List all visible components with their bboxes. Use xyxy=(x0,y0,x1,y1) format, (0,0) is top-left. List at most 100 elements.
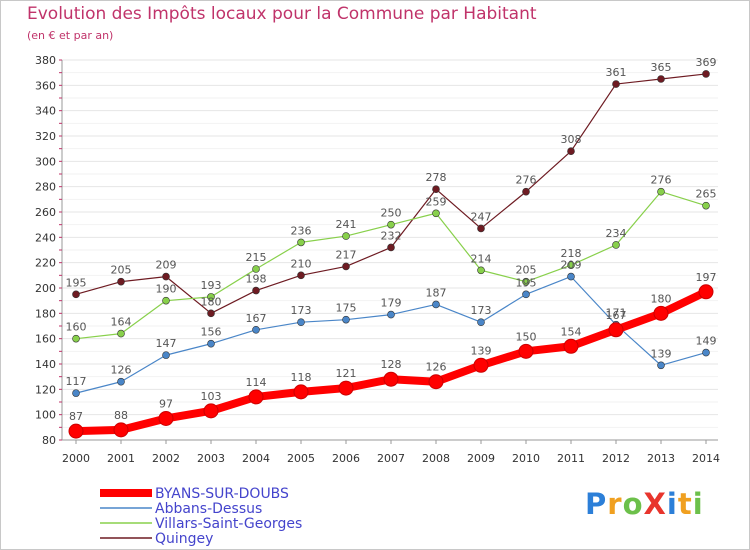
logo-letter: i xyxy=(692,487,704,521)
data-label: 234 xyxy=(606,227,627,240)
y-tick-label: 180 xyxy=(35,307,56,320)
chart-title: Evolution des Impôts locaux pour la Comm… xyxy=(27,4,537,24)
data-point xyxy=(297,271,305,280)
y-tick-label: 220 xyxy=(35,257,56,270)
y-tick-label: 320 xyxy=(35,130,56,143)
data-label: 121 xyxy=(336,367,357,380)
data-label: 241 xyxy=(336,218,357,231)
y-tick-label: 280 xyxy=(35,181,56,194)
data-point xyxy=(383,371,399,387)
data-label: 126 xyxy=(426,361,447,374)
y-tick-label: 120 xyxy=(35,383,56,396)
data-point xyxy=(207,339,215,348)
data-label: 87 xyxy=(69,410,83,423)
data-point xyxy=(522,187,530,196)
data-point xyxy=(72,334,80,343)
x-tick-label: 2000 xyxy=(62,452,90,465)
data-point xyxy=(653,305,669,321)
x-tick-label: 2006 xyxy=(332,452,360,465)
legend-label: Quingey xyxy=(155,531,213,547)
data-label: 117 xyxy=(66,375,87,388)
data-label: 103 xyxy=(201,390,222,403)
data-label: 173 xyxy=(291,304,312,317)
data-label: 247 xyxy=(471,210,492,223)
data-label: 250 xyxy=(381,207,402,220)
data-label: 209 xyxy=(156,259,177,272)
data-point xyxy=(252,286,260,295)
data-label: 218 xyxy=(561,247,582,260)
data-label: 236 xyxy=(291,224,312,237)
data-label: 88 xyxy=(114,409,128,422)
x-tick-label: 2014 xyxy=(692,452,720,465)
data-point xyxy=(162,296,170,305)
data-point xyxy=(162,272,170,281)
data-label: 175 xyxy=(336,302,357,315)
data-label: 156 xyxy=(201,326,222,339)
data-label: 180 xyxy=(201,295,222,308)
data-label: 154 xyxy=(561,325,582,338)
logo-letter: i xyxy=(666,487,678,521)
data-point xyxy=(473,357,489,373)
data-point xyxy=(702,201,710,210)
data-point xyxy=(702,70,710,78)
data-point xyxy=(477,266,485,275)
data-point xyxy=(608,322,624,338)
data-point xyxy=(338,380,354,396)
x-tick-label: 2001 xyxy=(107,452,135,465)
data-point xyxy=(158,410,174,426)
data-point xyxy=(428,374,444,390)
data-label: 150 xyxy=(516,330,537,343)
data-label: 139 xyxy=(471,344,492,357)
data-label: 278 xyxy=(426,171,447,184)
data-label: 179 xyxy=(381,297,402,310)
proxiti-logo: ProXiti xyxy=(585,487,704,521)
data-label: 114 xyxy=(246,376,267,389)
data-point xyxy=(567,272,575,281)
data-label: 171 xyxy=(606,307,627,320)
y-tick-label: 260 xyxy=(35,206,56,219)
data-label: 195 xyxy=(516,276,537,289)
data-point xyxy=(657,75,665,83)
data-point xyxy=(657,361,665,370)
y-tick-label: 360 xyxy=(35,79,56,92)
data-point xyxy=(248,389,264,405)
data-label: 217 xyxy=(336,248,357,261)
y-tick-label: 80 xyxy=(42,434,56,447)
data-point xyxy=(117,329,125,338)
data-label: 308 xyxy=(561,133,582,146)
data-label: 265 xyxy=(696,188,717,201)
data-point xyxy=(203,403,219,419)
data-point xyxy=(293,384,309,400)
data-point xyxy=(162,351,170,359)
data-point xyxy=(518,343,534,359)
data-point xyxy=(387,243,395,252)
data-point xyxy=(612,241,620,249)
data-label: 173 xyxy=(471,304,492,317)
data-label: 147 xyxy=(156,337,177,350)
legend-label: BYANS-SUR-DOUBS xyxy=(155,486,289,502)
y-tick-label: 200 xyxy=(35,282,56,295)
data-label: 361 xyxy=(606,66,627,79)
data-label: 365 xyxy=(651,61,672,74)
data-point xyxy=(567,147,575,155)
data-point xyxy=(117,377,125,386)
data-label: 97 xyxy=(159,397,173,410)
y-tick-label: 100 xyxy=(35,409,56,422)
chart-subtitle: (en € et par an) xyxy=(27,29,114,42)
data-point xyxy=(477,318,485,327)
data-label: 193 xyxy=(201,279,222,292)
data-point xyxy=(72,290,80,299)
data-label: 187 xyxy=(426,286,447,299)
y-tick-label: 340 xyxy=(35,105,56,118)
data-point xyxy=(387,220,395,229)
data-point xyxy=(698,284,714,300)
data-label: 259 xyxy=(426,195,447,208)
data-point xyxy=(252,325,260,334)
data-point xyxy=(297,318,305,327)
x-tick-label: 2010 xyxy=(512,452,540,465)
data-label: 215 xyxy=(246,251,267,264)
legend-label: Villars-Saint-Georges xyxy=(155,516,302,532)
x-tick-label: 2011 xyxy=(557,452,585,465)
x-tick-label: 2002 xyxy=(152,452,180,465)
